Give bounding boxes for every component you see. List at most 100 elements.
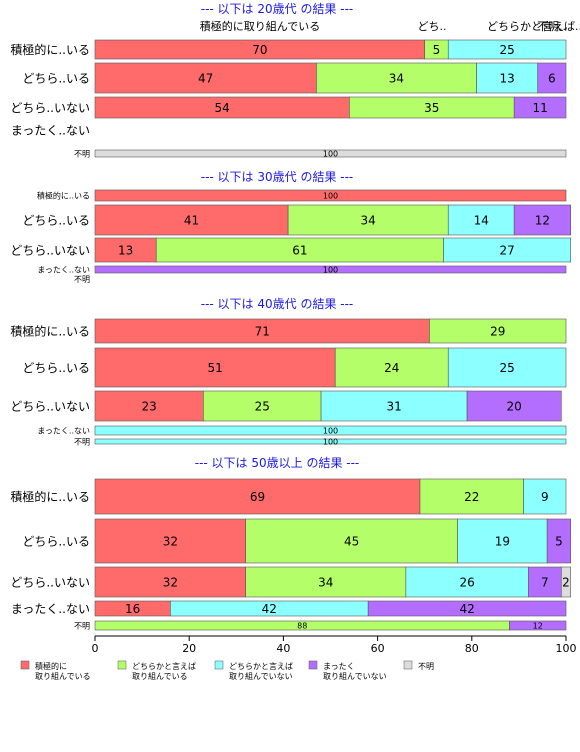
bar-segment bbox=[560, 566, 572, 598]
bar-segment bbox=[367, 600, 567, 617]
bar-value-label: 13 bbox=[499, 71, 514, 85]
row-label: 積極的に..いる bbox=[10, 323, 90, 338]
bar-value-label: 16 bbox=[125, 602, 140, 616]
bar-segment bbox=[94, 318, 430, 344]
row-label: まったく..ない bbox=[11, 123, 90, 137]
row-label: 不明 bbox=[74, 621, 90, 630]
bar-value-label: 19 bbox=[495, 534, 510, 548]
bar-value-label: 7 bbox=[541, 575, 549, 589]
bar-segment bbox=[245, 566, 407, 598]
bar-value-label: 71 bbox=[255, 324, 270, 338]
bar-value-label: 47 bbox=[198, 71, 213, 85]
row-label: どちら..いない bbox=[10, 101, 90, 115]
legend-label: 不明 bbox=[418, 662, 434, 671]
bar-value-label: 34 bbox=[318, 575, 333, 589]
panel-title: --- 以下は 30歳代 の結果 --- bbox=[201, 170, 354, 184]
bar-value-label: 100 bbox=[323, 191, 338, 200]
row-label: どちら..いない bbox=[10, 243, 90, 257]
bar-value-label: 25 bbox=[499, 43, 514, 57]
legend-label: どちらかと言えば bbox=[132, 661, 196, 671]
bar-value-label: 34 bbox=[361, 213, 376, 227]
bar-value-label: 100 bbox=[323, 265, 338, 274]
segment-header-label: 積極的に取り組んでいる bbox=[200, 19, 320, 33]
bar-value-label: 12 bbox=[533, 621, 543, 630]
bar-segment bbox=[94, 189, 567, 202]
bar-segment bbox=[203, 390, 322, 422]
bar-value-label: 20 bbox=[507, 399, 522, 413]
bar-segment bbox=[447, 204, 515, 236]
bar-value-label: 45 bbox=[344, 534, 359, 548]
bar-value-label: 51 bbox=[207, 361, 222, 375]
bar-value-label: 88 bbox=[297, 621, 307, 630]
bar-value-label: 25 bbox=[255, 399, 270, 413]
bar-segment bbox=[94, 149, 567, 158]
bar-segment bbox=[447, 347, 567, 388]
bar-value-label: 14 bbox=[474, 213, 489, 227]
bar-segment bbox=[509, 620, 567, 631]
x-tick-label: 60 bbox=[371, 642, 385, 655]
bar-value-label: 100 bbox=[323, 149, 338, 158]
bar-segment bbox=[537, 62, 567, 94]
panel-title: --- 以下は 50歳以上 の結果 --- bbox=[195, 456, 360, 470]
bar-value-label: 24 bbox=[384, 361, 399, 375]
bar-segment bbox=[546, 518, 572, 564]
bar-segment bbox=[94, 518, 247, 564]
row-label: どちら..いる bbox=[22, 213, 90, 227]
bar-segment bbox=[476, 62, 539, 94]
bar-value-label: 6 bbox=[548, 71, 556, 85]
bar-segment bbox=[443, 237, 572, 263]
legend-label: どちらかと言えば bbox=[229, 661, 293, 671]
row-label: 積極的に..いる bbox=[10, 489, 90, 504]
bar-value-label: 25 bbox=[499, 361, 514, 375]
segment-header-label: 不明.. bbox=[537, 20, 566, 33]
bar-value-label: 5 bbox=[555, 534, 563, 548]
bar-value-label: 41 bbox=[184, 213, 199, 227]
bar-value-label: 100 bbox=[323, 426, 338, 435]
bar-value-label: 70 bbox=[252, 43, 267, 57]
row-label: どちら..いる bbox=[22, 361, 90, 375]
bar-value-label: 32 bbox=[163, 575, 178, 589]
bar-value-label: 35 bbox=[424, 101, 439, 115]
row-label: 不明 bbox=[74, 275, 90, 284]
bar-segment bbox=[513, 96, 567, 119]
legend-swatch bbox=[308, 660, 318, 670]
row-label: どちら..いる bbox=[22, 71, 90, 85]
bar-value-label: 22 bbox=[464, 490, 479, 504]
bar-value-label: 31 bbox=[386, 399, 401, 413]
x-tick-label: 20 bbox=[182, 642, 196, 655]
x-tick-label: 40 bbox=[276, 642, 290, 655]
bar-value-label: 26 bbox=[459, 575, 474, 589]
bar-value-label: 13 bbox=[118, 243, 133, 257]
row-label: どちら..いない bbox=[10, 399, 90, 413]
bar-value-label: 42 bbox=[459, 602, 474, 616]
legend-label: まったく bbox=[323, 662, 355, 671]
row-label: どちら..いない bbox=[10, 575, 90, 589]
bar-value-label: 61 bbox=[292, 243, 307, 257]
panel-title: --- 以下は 20歳代 の結果 --- bbox=[201, 2, 354, 16]
row-label: 積極的に..いる bbox=[10, 42, 90, 57]
bar-segment bbox=[94, 390, 204, 422]
bar-segment bbox=[94, 566, 247, 598]
bar-segment bbox=[419, 478, 524, 515]
legend-swatch bbox=[117, 660, 127, 670]
bar-value-label: 34 bbox=[389, 71, 404, 85]
bar-value-label: 9 bbox=[541, 490, 549, 504]
bar-segment bbox=[94, 347, 336, 388]
legend-label: 取り組んでいる bbox=[35, 671, 91, 681]
bar-value-label: 54 bbox=[215, 101, 230, 115]
bar-segment bbox=[94, 478, 421, 515]
segment-header-label: どち.. bbox=[418, 20, 447, 33]
x-tick-label: 100 bbox=[556, 642, 577, 655]
legend-swatch bbox=[20, 660, 30, 670]
legend-label: 取り組んでいる bbox=[132, 671, 188, 681]
bar-value-label: 12 bbox=[535, 213, 550, 227]
legend-label: 取り組んでいない bbox=[323, 671, 387, 681]
bar-segment bbox=[94, 204, 289, 236]
bar-segment bbox=[94, 438, 567, 445]
bar-value-label: 100 bbox=[323, 437, 338, 446]
bar-value-label: 23 bbox=[142, 399, 157, 413]
row-label: まったく..ない bbox=[37, 426, 90, 435]
bar-value-label: 42 bbox=[262, 602, 277, 616]
row-label: まったく..ない bbox=[11, 602, 90, 616]
